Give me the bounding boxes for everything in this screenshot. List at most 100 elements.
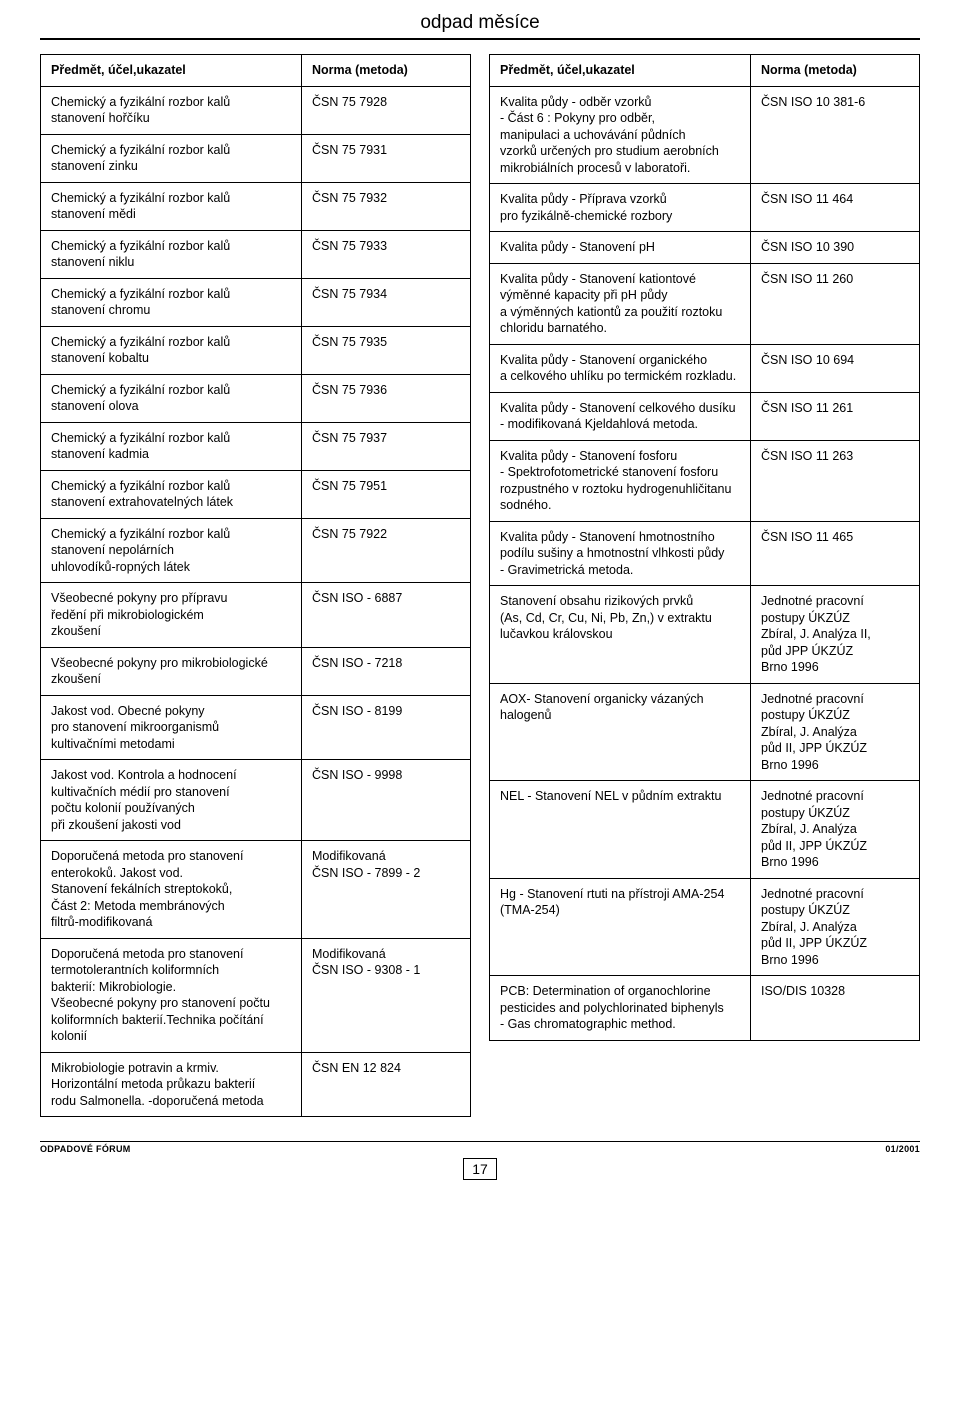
cell-subject: Chemický a fyzikální rozbor kalů stanove… [41,87,302,134]
cell-norm: Jednotné pracovní postupy ÚKZÚZ Zbíral, … [751,781,919,878]
cell-norm: ČSN 75 7931 [302,135,470,182]
page-number: 17 [40,1158,920,1180]
table-row: Mikrobiologie potravin a krmiv. Horizont… [41,1052,470,1117]
table-row: Chemický a fyzikální rozbor kalů stanove… [41,374,470,422]
table-row: Chemický a fyzikální rozbor kalů stanove… [41,182,470,230]
cell-subject: PCB: Determination of organochlorine pes… [490,976,751,1040]
cell-norm: ČSN ISO 10 381-6 [751,87,919,184]
cell-subject: Chemický a fyzikální rozbor kalů stanove… [41,471,302,518]
table-row: Všeobecné pokyny pro přípravu ředění při… [41,582,470,647]
table-row: Všeobecné pokyny pro mikrobiologické zko… [41,647,470,695]
table-row: Doporučená metoda pro stanovení termotol… [41,938,470,1052]
cell-subject: Chemický a fyzikální rozbor kalů stanove… [41,327,302,374]
cell-subject: Hg - Stanovení rtuti na přístroji AMA-25… [490,879,751,976]
table-row: Jakost vod. Kontrola a hodnocení kultiva… [41,759,470,840]
cell-subject: Kvalita půdy - Stanovení pH [490,232,751,263]
table-row: Chemický a fyzikální rozbor kalů stanove… [41,518,470,583]
cell-subject: Doporučená metoda pro stanovení termotol… [41,939,302,1052]
cell-subject: Chemický a fyzikální rozbor kalů stanove… [41,135,302,182]
table-row: Chemický a fyzikální rozbor kalů stanove… [41,326,470,374]
cell-subject: Všeobecné pokyny pro přípravu ředění při… [41,583,302,647]
header-norm: Norma (metoda) [302,55,470,86]
header-subject: Předmět, účel,ukazatel [41,55,302,86]
cell-norm: ČSN ISO 10 694 [751,345,919,392]
cell-subject: Kvalita půdy - Stanovení organického a c… [490,345,751,392]
cell-norm: ČSN ISO - 8199 [302,696,470,760]
table-row: Kvalita půdy - Stanovení fosforu - Spekt… [490,440,919,521]
cell-norm: ČSN 75 7932 [302,183,470,230]
cell-norm: ČSN ISO - 6887 [302,583,470,647]
cell-subject: Chemický a fyzikální rozbor kalů stanove… [41,423,302,470]
cell-subject: Chemický a fyzikální rozbor kalů stanove… [41,375,302,422]
table-row: Kvalita půdy - odběr vzorků - Část 6 : P… [490,86,919,184]
cell-norm: ČSN 75 7928 [302,87,470,134]
table-row: Jakost vod. Obecné pokyny pro stanovení … [41,695,470,760]
cell-norm: ČSN ISO 11 464 [751,184,919,231]
cell-norm: ČSN EN 12 824 [302,1053,470,1117]
table-row: Chemický a fyzikální rozbor kalů stanove… [41,134,470,182]
cell-norm: ČSN 75 7922 [302,519,470,583]
footer: ODPADOVÉ FÓRUM 01/2001 [40,1141,920,1154]
cell-norm: ČSN 75 7934 [302,279,470,326]
cell-subject: Mikrobiologie potravin a krmiv. Horizont… [41,1053,302,1117]
table-row: PCB: Determination of organochlorine pes… [490,975,919,1040]
cell-norm: Jednotné pracovní postupy ÚKZÚZ Zbíral, … [751,879,919,976]
cell-norm: ČSN ISO 11 465 [751,522,919,586]
cell-subject: Kvalita půdy - Stanovení fosforu - Spekt… [490,441,751,521]
table-row: Hg - Stanovení rtuti na přístroji AMA-25… [490,878,919,976]
header-norm: Norma (metoda) [751,55,919,86]
footer-right: 01/2001 [885,1144,920,1154]
cell-subject: Jakost vod. Kontrola a hodnocení kultiva… [41,760,302,840]
cell-norm: ČSN 75 7937 [302,423,470,470]
table-row: Chemický a fyzikální rozbor kalů stanove… [41,422,470,470]
cell-subject: Chemický a fyzikální rozbor kalů stanove… [41,231,302,278]
table-row: AOX- Stanovení organicky vázaných haloge… [490,683,919,781]
columns: Předmět, účel,ukazatel Norma (metoda) Ch… [40,54,920,1117]
cell-subject: Jakost vod. Obecné pokyny pro stanovení … [41,696,302,760]
cell-norm: ČSN 75 7935 [302,327,470,374]
cell-subject: Kvalita půdy - odběr vzorků - Část 6 : P… [490,87,751,184]
cell-subject: AOX- Stanovení organicky vázaných haloge… [490,684,751,781]
table-row: Kvalita půdy - Příprava vzorků pro fyzik… [490,183,919,231]
cell-norm: ČSN ISO 10 390 [751,232,919,263]
cell-subject: Chemický a fyzikální rozbor kalů stanove… [41,519,302,583]
cell-norm: ČSN ISO 11 260 [751,264,919,344]
title-rule [40,38,920,40]
table-row: Kvalita půdy - Stanovení kationtové výmě… [490,263,919,344]
cell-norm: ISO/DIS 10328 [751,976,919,1040]
cell-norm: ČSN 75 7933 [302,231,470,278]
page-number-value: 17 [463,1158,497,1180]
table-row: Kvalita půdy - Stanovení hmotnostního po… [490,521,919,586]
cell-subject: Kvalita půdy - Stanovení hmotnostního po… [490,522,751,586]
table-row: Chemický a fyzikální rozbor kalů stanove… [41,86,470,134]
cell-subject: Chemický a fyzikální rozbor kalů stanove… [41,279,302,326]
cell-subject: Chemický a fyzikální rozbor kalů stanove… [41,183,302,230]
table-row: Doporučená metoda pro stanovení enteroko… [41,840,470,938]
cell-norm: ČSN ISO - 9998 [302,760,470,840]
left-table: Předmět, účel,ukazatel Norma (metoda) Ch… [40,54,471,1117]
cell-subject: Kvalita půdy - Příprava vzorků pro fyzik… [490,184,751,231]
cell-norm: ČSN 75 7951 [302,471,470,518]
cell-norm: ČSN 75 7936 [302,375,470,422]
cell-subject: Doporučená metoda pro stanovení enteroko… [41,841,302,938]
table-row: Kvalita půdy - Stanovení celkového dusík… [490,392,919,440]
cell-norm: Jednotné pracovní postupy ÚKZÚZ Zbíral, … [751,684,919,781]
page-title: odpad měsíce [40,12,920,34]
cell-subject: Kvalita půdy - Stanovení kationtové výmě… [490,264,751,344]
cell-norm: Modifikovaná ČSN ISO - 7899 - 2 [302,841,470,938]
table-header: Předmět, účel,ukazatel Norma (metoda) [41,55,470,86]
table-row: Chemický a fyzikální rozbor kalů stanove… [41,230,470,278]
cell-norm: ČSN ISO - 7218 [302,648,470,695]
table-row: Kvalita půdy - Stanovení pHČSN ISO 10 39… [490,231,919,263]
cell-subject: NEL - Stanovení NEL v půdním extraktu [490,781,751,878]
header-subject: Předmět, účel,ukazatel [490,55,751,86]
footer-left: ODPADOVÉ FÓRUM [40,1144,131,1154]
cell-norm: Modifikovaná ČSN ISO - 9308 - 1 [302,939,470,1052]
table-row: NEL - Stanovení NEL v půdním extraktuJed… [490,780,919,878]
table-header: Předmět, účel,ukazatel Norma (metoda) [490,55,919,86]
table-row: Chemický a fyzikální rozbor kalů stanove… [41,278,470,326]
table-row: Kvalita půdy - Stanovení organického a c… [490,344,919,392]
cell-norm: Jednotné pracovní postupy ÚKZÚZ Zbíral, … [751,586,919,683]
cell-norm: ČSN ISO 11 261 [751,393,919,440]
cell-subject: Kvalita půdy - Stanovení celkového dusík… [490,393,751,440]
